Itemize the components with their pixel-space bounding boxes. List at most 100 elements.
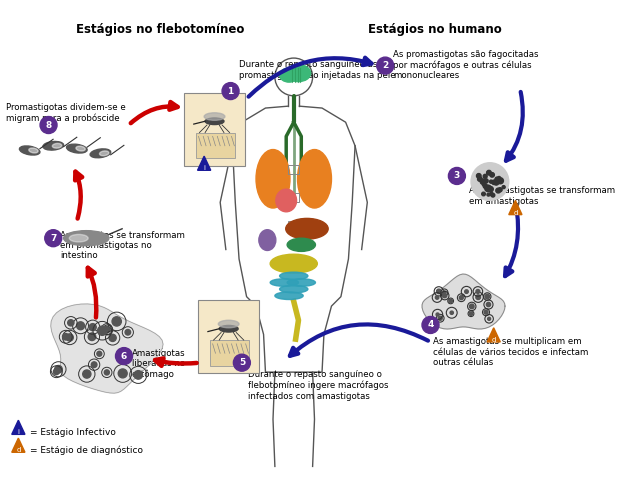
Text: Promastigotas dividem-se e
migram para a probóscide: Promastigotas dividem-se e migram para a… [6,103,126,123]
Ellipse shape [256,150,290,208]
Circle shape [88,333,96,341]
Ellipse shape [205,118,224,125]
Circle shape [496,188,500,193]
Text: Durante o repasto sanguíneo as
promastigotas são injetadas na pele: Durante o repasto sanguíneo as promastig… [239,60,396,80]
Circle shape [134,370,143,379]
Circle shape [63,334,69,340]
Circle shape [483,174,487,178]
Circle shape [470,304,474,309]
Ellipse shape [43,142,63,150]
Text: 8: 8 [45,121,52,129]
Ellipse shape [298,150,332,208]
FancyBboxPatch shape [198,300,259,373]
Circle shape [68,320,74,326]
Circle shape [485,294,490,299]
Circle shape [497,178,504,184]
Circle shape [488,317,491,320]
Circle shape [471,163,509,200]
Circle shape [115,348,132,365]
Circle shape [497,176,500,180]
Circle shape [490,172,494,177]
Circle shape [490,192,493,196]
Circle shape [118,369,127,378]
Ellipse shape [90,149,111,158]
Text: d: d [16,447,20,454]
Circle shape [469,312,473,315]
Text: 1: 1 [227,86,234,96]
Circle shape [92,362,97,368]
Circle shape [460,296,463,299]
Text: Estágios no flebotomíneo: Estágios no flebotomíneo [76,23,244,36]
Text: i: i [203,165,205,171]
Text: = Estágio de diagnóstico: = Estágio de diagnóstico [29,446,143,455]
Ellipse shape [67,144,87,153]
Circle shape [498,188,502,192]
Circle shape [436,289,441,294]
Circle shape [495,180,499,183]
Polygon shape [509,200,522,214]
Ellipse shape [220,326,238,332]
Circle shape [488,186,493,192]
Circle shape [490,180,493,183]
Ellipse shape [259,230,276,251]
Ellipse shape [276,189,296,212]
Ellipse shape [270,254,317,273]
Circle shape [422,316,439,333]
Text: 7: 7 [50,234,56,242]
Ellipse shape [99,151,109,156]
Circle shape [436,313,439,316]
Circle shape [112,317,122,326]
Ellipse shape [287,238,316,252]
Circle shape [477,177,482,181]
Circle shape [83,370,91,378]
Text: Durante o repasto sanguíneo o
flebotomíneo ingere macrófagos
infectados com amas: Durante o repasto sanguíneo o flebotomín… [248,370,389,400]
Circle shape [435,296,439,299]
Circle shape [492,180,496,185]
Polygon shape [487,328,500,342]
Text: i: i [17,429,19,436]
Text: d: d [492,337,496,343]
Circle shape [449,299,452,303]
Polygon shape [12,438,25,452]
Circle shape [493,180,499,185]
Polygon shape [422,274,505,329]
Text: As promastigotas são fagocitadas
por macrófagos e outras células
mononucleares: As promastigotas são fagocitadas por mac… [393,50,538,80]
Circle shape [476,289,480,293]
Text: 2: 2 [382,61,388,70]
Text: As amastigotas se multiplicam em
células de vários tecidos e infectam
outras cél: As amastigotas se multiplicam em células… [433,337,589,367]
Circle shape [443,291,446,294]
Circle shape [77,322,84,330]
Ellipse shape [76,146,85,151]
Circle shape [487,193,490,196]
Ellipse shape [280,285,308,293]
Circle shape [491,193,495,197]
Circle shape [476,295,481,299]
Circle shape [97,351,102,356]
Circle shape [125,329,131,335]
Circle shape [480,179,486,185]
Ellipse shape [63,231,109,246]
Circle shape [484,179,488,183]
Text: 4: 4 [428,320,434,329]
Ellipse shape [280,272,308,280]
Circle shape [486,302,491,307]
Ellipse shape [29,148,38,153]
Text: d: d [513,210,518,216]
Text: As promastigotas se transformam
em amastigotas: As promastigotas se transformam em amast… [469,186,615,206]
Circle shape [482,192,485,196]
Circle shape [97,326,107,335]
FancyBboxPatch shape [210,340,250,366]
Ellipse shape [218,320,239,328]
Polygon shape [198,156,211,170]
FancyBboxPatch shape [196,132,236,158]
Text: 3: 3 [454,171,460,181]
Circle shape [443,294,447,298]
Circle shape [222,83,239,99]
Circle shape [234,354,250,371]
Circle shape [438,316,442,320]
Circle shape [66,334,74,341]
Circle shape [449,168,465,185]
Ellipse shape [204,113,225,120]
Polygon shape [51,304,163,393]
Ellipse shape [19,146,40,155]
